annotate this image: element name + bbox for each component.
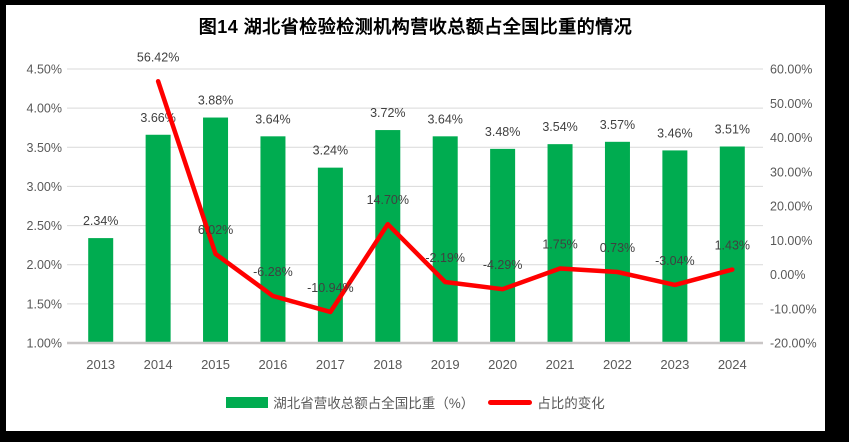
y-axis-tick-left: 2.00% <box>27 258 62 272</box>
x-axis-tick: 2022 <box>603 357 632 372</box>
legend-item-bar-series: 湖北省营收总额占全国比重（%） <box>226 392 474 412</box>
y-axis-tick-left: 1.50% <box>27 297 62 311</box>
y-axis-tick-left: 1.00% <box>27 337 62 351</box>
x-axis-tick: 2023 <box>660 357 689 372</box>
bar-2014 <box>145 134 171 343</box>
bar-label: 3.64% <box>255 112 290 126</box>
line-series <box>155 79 735 315</box>
bar-label: 3.46% <box>657 126 692 140</box>
bar-2017 <box>317 167 343 343</box>
legend-item-line-series: 占比的变化 <box>488 392 605 412</box>
line-label: -10.94% <box>307 281 354 295</box>
line-label: 0.73% <box>600 241 635 255</box>
chart-legend: 湖北省营收总额占全国比重（%） 占比的变化 <box>6 390 825 414</box>
bar-label: 3.24% <box>313 144 348 158</box>
y-axis-tick-left: 4.50% <box>27 63 62 77</box>
legend-label-line-series: 占比的变化 <box>537 396 605 411</box>
y-axis-tick-left: 3.00% <box>27 180 62 194</box>
chart-background <box>6 5 825 431</box>
bar-label: 3.48% <box>485 125 520 139</box>
bar-2019 <box>432 136 458 343</box>
bar-2020 <box>490 148 516 343</box>
line-series-swatch-icon <box>488 399 533 405</box>
line-label: 6.02% <box>198 223 233 237</box>
bar-label: 3.54% <box>542 120 577 134</box>
line-label: 1.43% <box>715 239 750 253</box>
x-axis-tick: 2017 <box>316 357 345 372</box>
bar-label: 3.72% <box>370 106 405 120</box>
bar-2023 <box>662 150 688 343</box>
legend-label-bar-series: 湖北省营收总额占全国比重（%） <box>273 396 475 411</box>
bar-series-swatch-icon <box>226 396 269 408</box>
bar-2013 <box>88 238 114 343</box>
x-axis-tick: 2019 <box>431 357 460 372</box>
x-axis-tick: 2013 <box>86 357 115 372</box>
y-axis-tick-right: 20.00% <box>770 200 812 214</box>
line-label: -2.19% <box>425 251 465 265</box>
y-axis-tick-right: 30.00% <box>770 165 812 179</box>
x-axis-tick: 2016 <box>258 357 287 372</box>
x-axis-tick: 2014 <box>144 357 173 372</box>
bar-2016 <box>260 136 286 343</box>
y-axis-tick-right: -20.00% <box>770 337 817 351</box>
line-label: 14.70% <box>367 193 409 207</box>
y-axis-tick-right: 60.00% <box>770 63 812 77</box>
y-axis-tick-right: 40.00% <box>770 131 812 145</box>
bar-2024 <box>719 146 745 343</box>
bar-label: 3.57% <box>600 118 635 132</box>
y-axis-tick-right: 10.00% <box>770 234 812 248</box>
y-axis-tick-right: -10.00% <box>770 302 817 316</box>
y-axis-tick-right: 50.00% <box>770 97 812 111</box>
y-axis-tick-left: 3.50% <box>27 141 62 155</box>
x-axis-tick: 2020 <box>488 357 517 372</box>
bar-2021 <box>547 144 573 343</box>
bar-2022 <box>604 141 630 343</box>
y-axis-tick-left: 2.50% <box>27 219 62 233</box>
line-label: -3.04% <box>655 254 695 268</box>
bar-label: 2.34% <box>83 214 118 228</box>
line-label: -6.28% <box>253 265 293 279</box>
x-axis-tick: 2018 <box>373 357 402 372</box>
x-axis-tick: 2015 <box>201 357 230 372</box>
line-label: -4.29% <box>483 258 523 272</box>
line-label: 56.42% <box>137 50 179 64</box>
y-axis-tick-right: 0.00% <box>770 268 805 282</box>
x-axis-tick: 2024 <box>718 357 747 372</box>
line-label: 1.75% <box>542 238 577 252</box>
x-axis-tick: 2021 <box>546 357 575 372</box>
chart-title: 图14 湖北省检验检测机构营收总额占全国比重的情况 <box>198 17 633 37</box>
y-axis-tick-left: 4.00% <box>27 102 62 116</box>
bar-label: 3.51% <box>715 123 750 137</box>
bar-label: 3.88% <box>198 94 233 108</box>
bar-label: 3.64% <box>427 112 462 126</box>
